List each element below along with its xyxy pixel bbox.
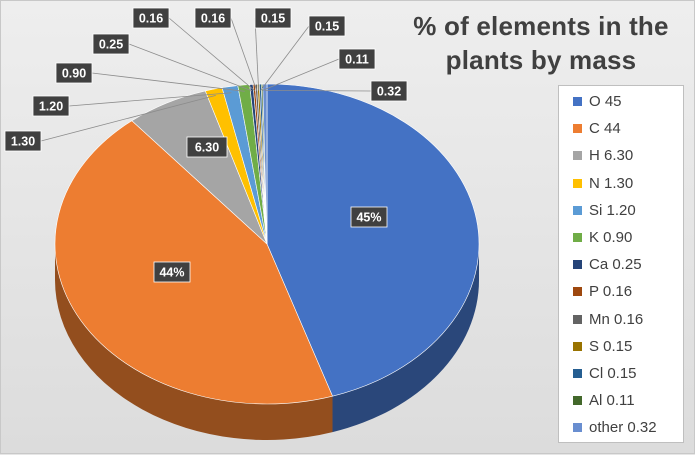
data-label-0: 45% (356, 211, 381, 225)
legend-item[interactable]: N 1.30 (559, 170, 683, 197)
legend-swatch (573, 341, 582, 351)
legend-item[interactable]: Si 1.20 (559, 197, 683, 224)
legend-item[interactable]: H 6.30 (559, 142, 683, 169)
leader-line-7 (168, 17, 255, 91)
legend-label: H 6.30 (589, 147, 634, 165)
legend-swatch (573, 97, 582, 107)
data-label-5: 0.90 (62, 67, 86, 81)
legend-item[interactable]: C 44 (559, 115, 683, 142)
legend-label: Cl 0.15 (589, 364, 637, 382)
data-label-box-11 (338, 48, 376, 70)
chart-title-line-2: plants by mass (445, 45, 637, 75)
data-label-box-9 (254, 7, 292, 29)
pie-slice-12[interactable] (262, 83, 268, 245)
legend-item[interactable]: Mn 0.16 (559, 306, 683, 333)
pie-slice-1[interactable] (54, 120, 333, 405)
data-label-1: 44% (159, 266, 184, 280)
legend-swatch (573, 287, 582, 297)
legend-item[interactable]: O 45 (559, 88, 683, 115)
chart-legend: O 45 C 44 H 6.30 N 1.30 Si 1.20 K 0.90 Ca 0.25… (558, 85, 684, 443)
leader-line-5 (91, 72, 245, 92)
pie-slice-0[interactable] (266, 83, 480, 397)
data-label-box-10 (308, 15, 346, 37)
data-label-7: 0.16 (139, 12, 163, 26)
data-label-box-12 (370, 80, 408, 102)
data-label-3: 1.30 (11, 135, 35, 149)
legend-label: other 0.32 (589, 419, 657, 437)
legend-label: K 0.90 (589, 229, 633, 247)
legend-item[interactable]: Ca 0.25 (559, 251, 683, 278)
legend-item[interactable]: Al 0.11 (559, 387, 683, 414)
legend-item[interactable]: other 0.32 (559, 414, 683, 441)
legend-swatch (573, 423, 582, 433)
legend-label: S 0.15 (589, 337, 633, 355)
legend-swatch (573, 178, 582, 188)
legend-swatch (573, 151, 582, 161)
legend-swatch (573, 233, 582, 243)
legend-label: N 1.30 (589, 174, 634, 192)
data-label-8: 0.16 (201, 12, 225, 26)
leader-line-3 (40, 94, 216, 142)
legend-swatch (573, 205, 582, 215)
legend-label: P 0.16 (589, 283, 633, 301)
legend-item[interactable]: K 0.90 (559, 224, 683, 251)
data-label-box-3 (4, 130, 42, 152)
leader-line-12 (264, 90, 372, 92)
legend-label: Si 1.20 (589, 201, 636, 219)
leader-line-8 (230, 17, 258, 91)
data-label-box-7 (132, 7, 170, 29)
data-label-11: 0.11 (345, 53, 369, 67)
legend-swatch (573, 124, 582, 134)
data-label-6: 0.25 (99, 38, 123, 52)
chart-title-line-1: % of elements in the (413, 11, 669, 41)
data-label-box-6 (92, 33, 130, 55)
legend-swatch (573, 314, 582, 324)
legend-label: Al 0.11 (589, 392, 635, 410)
data-label-box-0 (350, 206, 388, 228)
data-label-12: 0.32 (377, 85, 401, 99)
legend-label: C 44 (589, 120, 621, 138)
pie-side-1 (55, 244, 333, 440)
data-label-box-8 (194, 7, 232, 29)
data-label-box-1 (153, 261, 191, 283)
data-label-box-5 (55, 62, 93, 84)
legend-item[interactable]: Cl 0.15 (559, 360, 683, 387)
leader-line-4 (68, 92, 232, 107)
data-label-box-2 (186, 136, 228, 158)
legend-swatch (573, 396, 582, 406)
data-label-10: 0.15 (315, 20, 339, 34)
data-label-box-4 (32, 95, 70, 117)
leader-line-9 (254, 17, 260, 91)
legend-swatch (573, 368, 582, 378)
data-label-9: 0.15 (261, 12, 285, 26)
legend-label: Mn 0.16 (589, 310, 644, 328)
legend-item[interactable]: S 0.15 (559, 333, 683, 360)
legend-label: O 45 (589, 93, 622, 111)
legend-item[interactable]: P 0.16 (559, 278, 683, 305)
data-label-4: 1.20 (39, 100, 63, 114)
leader-line-11 (262, 58, 340, 91)
leader-line-6 (128, 43, 253, 92)
legend-label: Ca 0.25 (589, 256, 642, 274)
pie-side-0 (332, 244, 479, 433)
legend-swatch (573, 260, 582, 270)
data-label-2: 6.30 (195, 141, 219, 155)
leader-line-10 (260, 25, 310, 91)
